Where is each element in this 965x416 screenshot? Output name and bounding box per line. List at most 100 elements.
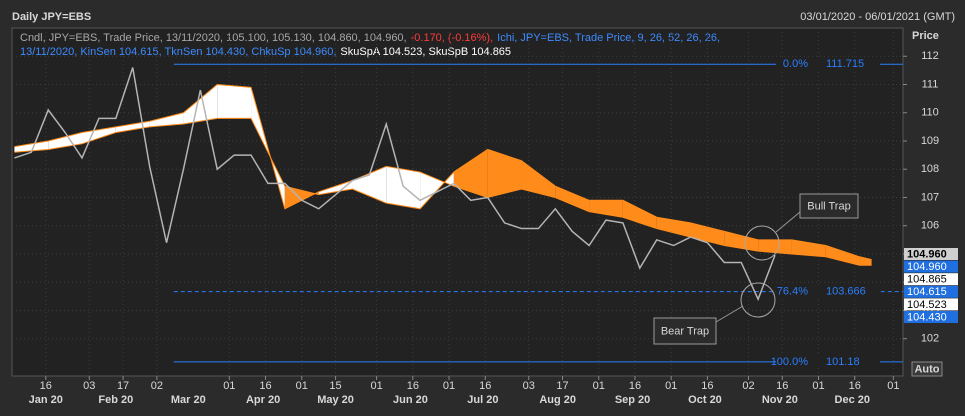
auto-button[interactable] xyxy=(911,361,943,377)
month-label: Aug 20 xyxy=(539,394,576,406)
x-tick-label: 01 xyxy=(887,380,899,392)
last-value-label: 104.960 xyxy=(907,261,947,273)
cloud-segment xyxy=(183,84,218,125)
annotation-label: Bull Trap xyxy=(807,200,850,212)
y-tick-label: 109 xyxy=(921,135,939,147)
cloud-segment xyxy=(724,231,759,252)
x-tick-label: 01 xyxy=(370,380,382,392)
x-tick-label: 03 xyxy=(83,380,95,392)
y-tick-label: 102 xyxy=(921,333,939,345)
x-tick-label: 17 xyxy=(556,380,568,392)
fib-value: 101.18 xyxy=(826,356,860,368)
month-label: Apr 20 xyxy=(246,394,280,406)
legend-text: SkuSpA 104.523, SkuSpB 104.865 xyxy=(340,46,511,58)
fib-label-bg xyxy=(776,285,880,298)
annotation-circle xyxy=(740,282,776,318)
cloud-segment xyxy=(690,222,725,246)
cloud-segment xyxy=(149,112,184,127)
y-axis-label: Price xyxy=(912,30,939,42)
last-value-tag xyxy=(904,248,958,260)
legend-line: Cndl, JPY=EBS, Trade Price, 13/11/2020, … xyxy=(20,32,720,44)
fib-value: 103.666 xyxy=(826,286,866,298)
cloud-span-line xyxy=(14,83,872,266)
x-tick-label: 01 xyxy=(665,380,677,392)
cloud-segment xyxy=(656,217,691,238)
x-tick-label: 17 xyxy=(117,380,129,392)
x-tick-label: 16 xyxy=(701,380,713,392)
cloud-segment xyxy=(555,186,590,212)
x-tick-label: 01 xyxy=(296,380,308,392)
last-value-label: 104.523 xyxy=(907,299,947,311)
annotation-label: Bear Trap xyxy=(661,325,709,337)
x-tick-label: 16 xyxy=(259,380,271,392)
cloud-segment xyxy=(48,132,83,150)
month-label: Jul 20 xyxy=(467,394,498,406)
annotation-connector xyxy=(715,305,744,323)
last-value-tag xyxy=(904,285,958,298)
x-tick-label: 01 xyxy=(443,380,455,392)
annotation-box xyxy=(799,193,859,219)
x-tick-label: 02 xyxy=(151,380,163,392)
last-value-tag xyxy=(904,311,958,323)
legend-text: Ichi, JPY=EBS, Trade Price, 9, 26, 52, 2… xyxy=(497,32,720,44)
plot-area xyxy=(11,27,904,377)
month-label: Jun 20 xyxy=(393,394,428,406)
fib-percent: 76.4% xyxy=(777,286,808,298)
cloud-segment xyxy=(115,121,150,133)
last-value-tag xyxy=(904,298,958,311)
x-tick-label: 01 xyxy=(593,380,605,392)
y-tick-label: 108 xyxy=(921,163,939,175)
cloud-segment xyxy=(318,180,353,195)
fib-percent: 100.0% xyxy=(771,356,809,368)
y-tick-label: 112 xyxy=(921,50,939,62)
fib-value: 111.715 xyxy=(826,58,864,70)
fib-percent: 0.0% xyxy=(783,58,808,70)
month-label: Jan 20 xyxy=(29,394,63,406)
x-tick-label: 16 xyxy=(629,380,641,392)
cloud-segment xyxy=(622,200,657,229)
x-tick-label: 16 xyxy=(776,380,788,392)
month-label: Nov 20 xyxy=(762,394,798,406)
price-line xyxy=(14,67,776,302)
last-value-label: 104.960 xyxy=(907,248,947,260)
x-tick-label: 03 xyxy=(523,380,535,392)
cloud-span-line xyxy=(14,117,872,261)
fib-label-bg xyxy=(776,355,880,368)
x-tick-label: 16 xyxy=(40,380,52,392)
legend: Cndl, JPY=EBS, Trade Price, 13/11/2020, … xyxy=(20,32,720,58)
last-value-label: 104.865 xyxy=(907,274,947,286)
legend-text: -0.170, (-0.16%), xyxy=(411,32,494,44)
month-label: Sep 20 xyxy=(615,394,650,406)
x-tick-label: 02 xyxy=(742,380,754,392)
month-label: May 20 xyxy=(317,394,354,406)
date-range: 03/01/2020 - 06/01/2021 (GMT) xyxy=(800,11,955,23)
y-tick-label: 111 xyxy=(922,78,939,90)
auto-button-label[interactable]: Auto xyxy=(914,363,939,375)
x-tick-label: 16 xyxy=(479,380,491,392)
annotation-circle xyxy=(744,225,780,261)
last-value-label: 104.430 xyxy=(907,311,947,323)
x-tick-label: 01 xyxy=(812,380,824,392)
fib-label-bg xyxy=(776,58,880,71)
plot xyxy=(12,28,907,380)
legend-line: 13/11/2020, KinSen 104.615, TknSen 104.4… xyxy=(20,46,511,58)
cloud-segment xyxy=(386,166,421,209)
cloud-segment xyxy=(352,166,387,204)
last-value-tag xyxy=(904,260,958,273)
x-tick-label: 16 xyxy=(407,380,419,392)
cloud-segment xyxy=(758,239,792,254)
cloud-segment xyxy=(487,149,522,198)
annotation-box xyxy=(653,317,717,345)
last-value-label: 104.615 xyxy=(907,286,947,298)
cloud-segment xyxy=(521,160,556,198)
legend-text: 13/11/2020, KinSen 104.615, TknSen 104.4… xyxy=(20,46,336,58)
cloud-segment xyxy=(453,149,488,198)
chart-title: Daily JPY=EBS xyxy=(12,11,91,23)
month-label: Feb 20 xyxy=(98,394,133,406)
y-tick-label: 107 xyxy=(921,191,939,203)
cloud-segment xyxy=(859,256,872,266)
month-label: Oct 20 xyxy=(688,394,722,406)
cloud-segment xyxy=(217,84,252,119)
